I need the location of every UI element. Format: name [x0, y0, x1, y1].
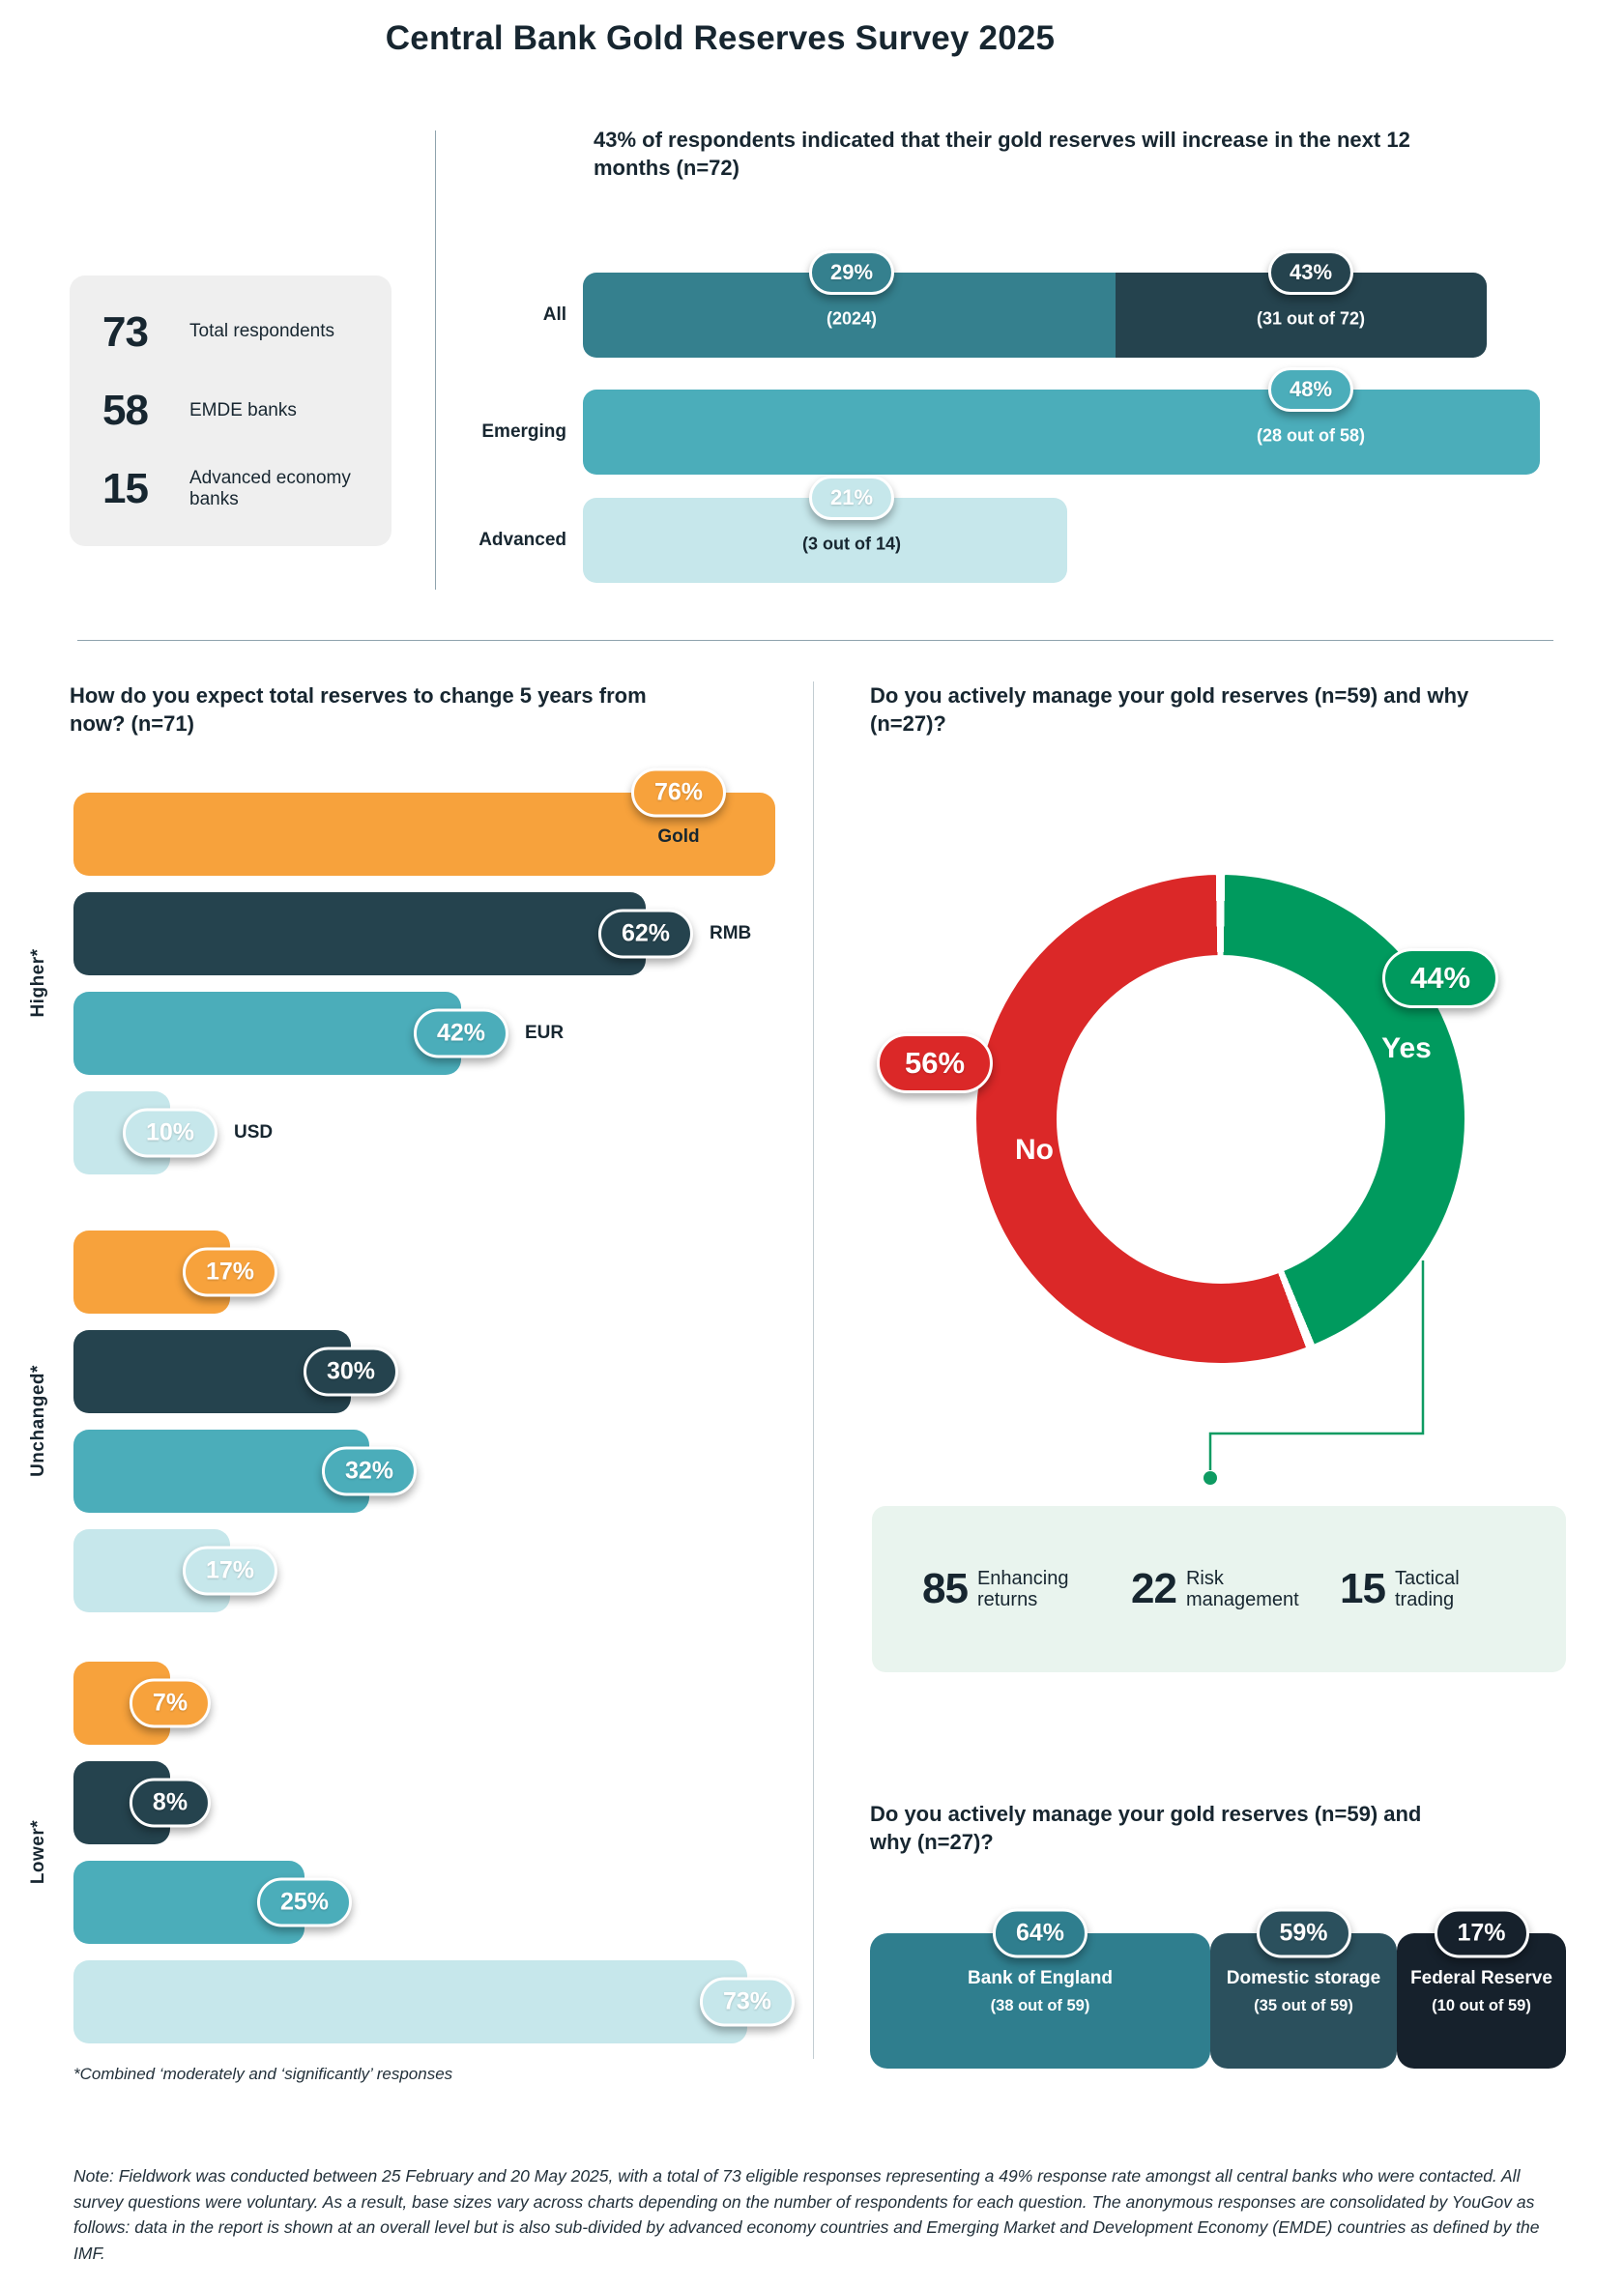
segment-label: Bank of England: [968, 1968, 1113, 1988]
callout-value: 85: [922, 1565, 969, 1612]
bar: [73, 992, 461, 1075]
bar-caption: (28 out of 58): [1256, 425, 1366, 446]
storage-segment: Bank of England (38 out of 59): [870, 1933, 1210, 2069]
why-manage-callout-box: 85 Enhancing returns 22 Risk management …: [872, 1506, 1566, 1672]
actively-manage-donut-chart: 44% 56% Yes No: [876, 875, 1499, 1363]
callout-tactical-trading: 15 Tactical trading: [1340, 1565, 1516, 1613]
donut-yes-label: Yes: [1381, 1032, 1432, 1064]
stat-total-respondents: 73 Total respondents: [102, 308, 392, 357]
bar-value-badge: 73%: [699, 1977, 796, 2027]
segment-caption: (35 out of 59): [1254, 1996, 1353, 2014]
donut-no-label: No: [1015, 1134, 1054, 1166]
bar-value-badge: 32%: [321, 1446, 418, 1496]
storage-segment: Federal Reserve (10 out of 59): [1397, 1933, 1566, 2069]
stat-label: EMDE banks: [189, 399, 297, 420]
group-label: Higher*: [28, 948, 48, 1018]
category-label: All: [542, 304, 566, 325]
segment-caption: (10 out of 59): [1432, 1996, 1531, 2014]
stat-value: 58: [102, 386, 149, 434]
bar-value-badge: 7%: [129, 1678, 212, 1728]
bar-value-badge: 62%: [597, 909, 694, 959]
bar-value-badge: 48%: [1267, 367, 1354, 412]
asset-label: RMB: [710, 923, 752, 943]
bar-value-badge: 42%: [413, 1008, 509, 1058]
group-label: Lower*: [28, 1819, 48, 1885]
donut-chart-title: Do you actively manage your gold reserve…: [870, 683, 1469, 737]
stat-label: Advanced economy banks: [189, 467, 351, 510]
bar-value-badge: 76%: [630, 767, 727, 818]
bar: [73, 892, 646, 975]
segment-label: Domestic storage: [1226, 1968, 1381, 1988]
donut-callout-connector: [1204, 1260, 1425, 1485]
donut-yes-badge: 44%: [1381, 948, 1499, 1008]
bar-value-badge: 17%: [182, 1247, 278, 1297]
combined-responses-footnote: *Combined ‘moderately and ‘significantly…: [73, 2065, 453, 2083]
callout-label: Risk management: [1185, 1567, 1299, 1610]
bar-caption: (3 out of 14): [802, 534, 901, 554]
top-vertical-divider: [435, 130, 436, 590]
donut-hole: [1056, 954, 1385, 1284]
stat-value: 73: [102, 307, 149, 356]
page-title: Central Bank Gold Reserves Survey 2025: [385, 19, 1056, 57]
bar-value-badge: 64%: [992, 1908, 1088, 1958]
bar-value-badge: 17%: [182, 1546, 278, 1596]
category-label: Emerging: [481, 421, 566, 442]
bar-value-badge: 25%: [256, 1877, 353, 1927]
bar-value-badge: 59%: [1256, 1908, 1351, 1958]
bar-value-badge: 30%: [303, 1347, 399, 1397]
stat-emde-banks: 58 EMDE banks: [102, 387, 392, 435]
fieldwork-note: Note: Fieldwork was conducted between 25…: [73, 2166, 1540, 2263]
stat-value: 15: [102, 465, 149, 513]
bar-value-badge: 10%: [122, 1108, 218, 1158]
asset-label: USD: [234, 1122, 274, 1143]
bar-caption: (2024): [826, 308, 878, 329]
bar-value-badge: 8%: [129, 1778, 212, 1828]
storage-chart-title: Do you actively manage your gold reserve…: [870, 1802, 1422, 1855]
asset-label: EUR: [525, 1023, 565, 1043]
stat-advanced-banks: 15 Advanced economy banks: [102, 465, 392, 513]
donut-no-badge: 56%: [876, 1033, 994, 1093]
middle-vertical-divider: [813, 681, 814, 2059]
asset-label: Gold: [657, 826, 700, 847]
callout-label: Tactical trading: [1394, 1567, 1460, 1610]
bar: [73, 1960, 747, 2043]
callout-value: 15: [1340, 1565, 1386, 1612]
segment-label: Federal Reserve: [1410, 1968, 1552, 1988]
bar-value-badge: 21%: [808, 476, 895, 520]
category-label: Advanced: [478, 530, 566, 550]
bar-value-badge: 43%: [1267, 250, 1354, 295]
five-year-chart-title: How do you expect total reserves to chan…: [70, 683, 647, 737]
bar-segment: [583, 390, 1540, 475]
bar-caption: (31 out of 72): [1256, 308, 1366, 329]
stat-label: Total respondents: [189, 321, 334, 342]
callout-label: Enhancing returns: [976, 1567, 1069, 1610]
section-horizontal-divider: [77, 640, 1553, 641]
bar-value-badge: 17%: [1434, 1908, 1529, 1958]
callout-value: 22: [1131, 1565, 1177, 1612]
callout-risk-management: 22 Risk management: [1131, 1565, 1307, 1613]
bar: [73, 1430, 369, 1513]
respondents-stats-box: 73 Total respondents 58 EMDE banks 15 Ad…: [70, 275, 392, 546]
group-label: Unchanged*: [28, 1365, 48, 1477]
top-chart-title: 43% of respondents indicated that their …: [594, 128, 1410, 181]
segment-caption: (38 out of 59): [990, 1996, 1090, 2014]
bar-value-badge: 29%: [808, 250, 895, 295]
callout-enhancing-returns: 85 Enhancing returns: [922, 1565, 1098, 1613]
